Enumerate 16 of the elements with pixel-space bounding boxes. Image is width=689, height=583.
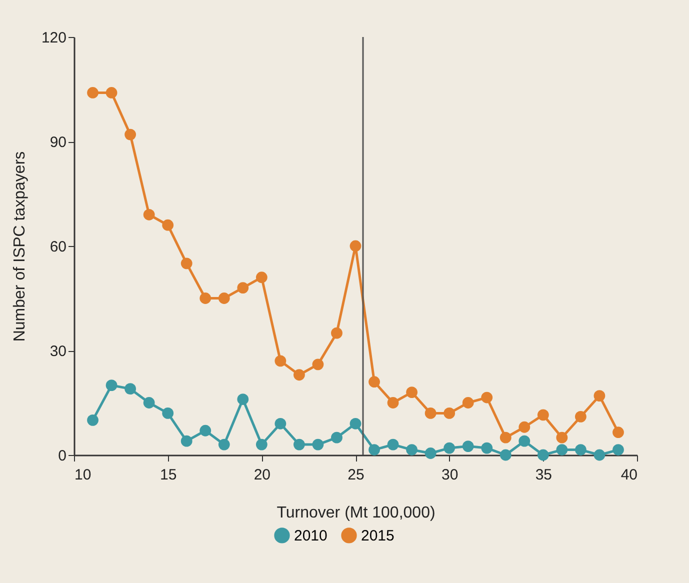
x-tick-label: 10 [74, 466, 92, 484]
legend-label: 2015 [361, 527, 394, 544]
x-tick-label: 40 [620, 466, 638, 484]
y-tick-label: 30 [50, 343, 66, 360]
y-tick-label: 60 [50, 238, 66, 256]
y-tick-label: 90 [50, 134, 66, 151]
y-tick-label: 120 [41, 30, 66, 46]
x-tick-label: 15 [160, 466, 177, 484]
x-tick-label: 25 [348, 466, 364, 484]
x-tick-label: 30 [441, 466, 458, 484]
x-tick-label: 20 [254, 466, 271, 484]
y-tick-label: 0 [58, 448, 66, 464]
legend-label: 2010 [294, 527, 328, 544]
x-axis-title: Turnover (Mt 100,000) [276, 504, 436, 522]
x-tick-label: 35 [535, 466, 552, 484]
y-axis-title: Number of ISPC taxpayers [11, 151, 28, 342]
